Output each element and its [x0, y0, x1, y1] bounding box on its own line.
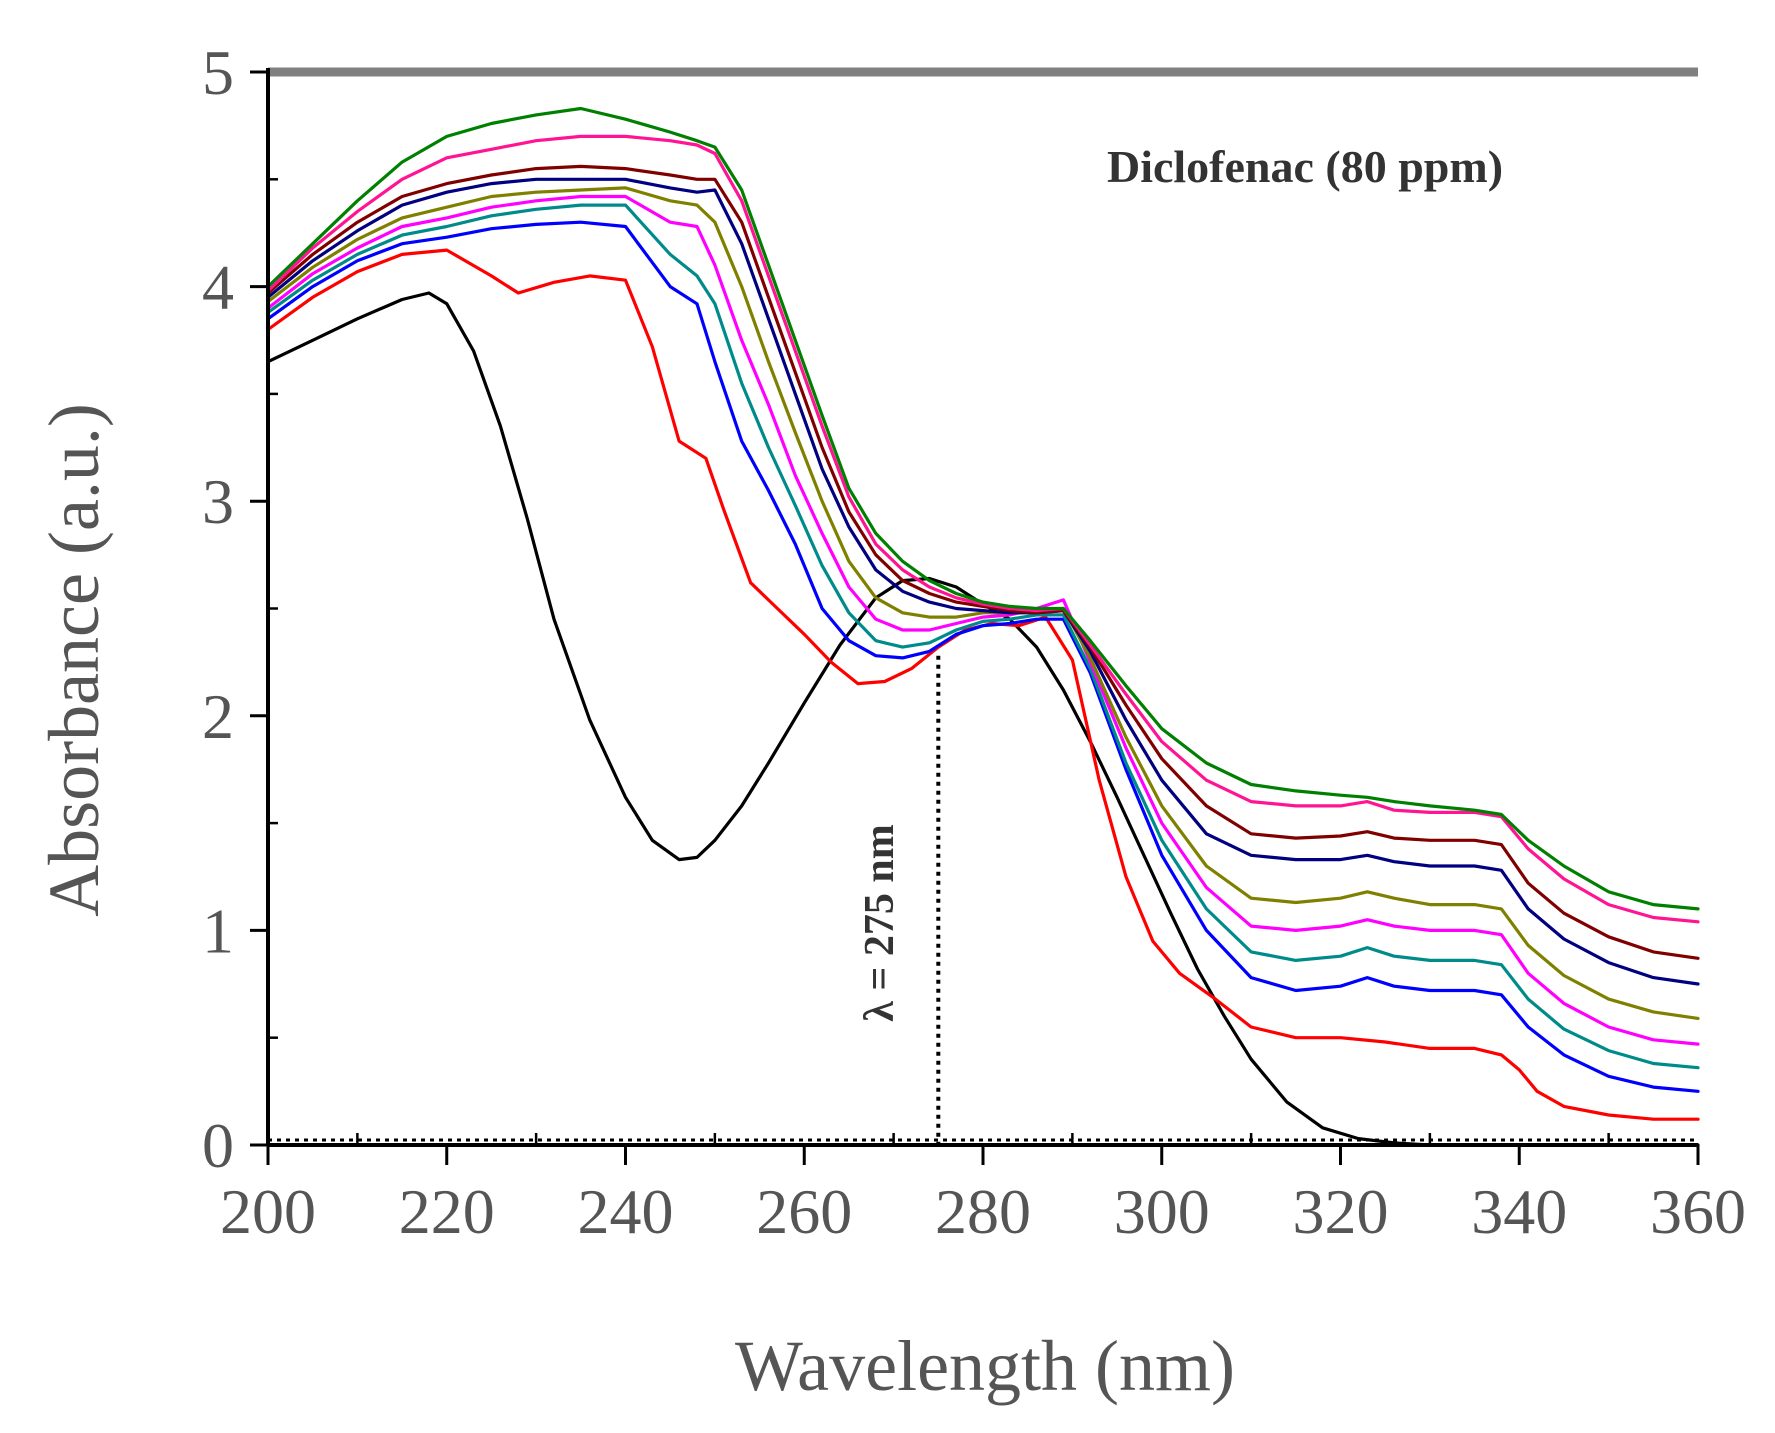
- x-tick-label-260: 260: [756, 1176, 852, 1247]
- y-axis-title: Absorbance (a.u.): [34, 403, 114, 917]
- x-tick-label-300: 300: [1114, 1176, 1210, 1247]
- series-line-blue: [266, 220, 1700, 1093]
- isosbestic-wavelength-label: λ = 275 nm: [857, 824, 903, 1021]
- series-line-teal: [266, 203, 1700, 1070]
- y-tick-label-5: 5: [202, 37, 234, 108]
- series-line-magenta: [266, 194, 1700, 1046]
- series-line-maroon: [266, 164, 1700, 960]
- y-tick-label-4: 4: [202, 252, 234, 323]
- x-tick-label-360: 360: [1650, 1176, 1746, 1247]
- series-line-black: [266, 291, 1700, 1147]
- x-axis-title: Wavelength (nm): [735, 1326, 1235, 1406]
- annotation-group: [268, 655, 1698, 1145]
- x-tick-label-320: 320: [1293, 1176, 1389, 1247]
- x-tick-label-340: 340: [1471, 1176, 1567, 1247]
- x-tick-label-280: 280: [935, 1176, 1031, 1247]
- y-tick-label-0: 0: [202, 1110, 234, 1181]
- series-line-green: [266, 106, 1700, 911]
- x-tick-label-240: 240: [578, 1176, 674, 1247]
- x-tick-label-200: 200: [220, 1176, 316, 1247]
- plot-series-group: [266, 106, 1700, 1147]
- y-tick-label-2: 2: [202, 681, 234, 752]
- chart-annotation-title: Diclofenac (80 ppm): [1107, 141, 1503, 192]
- series-line-olive: [266, 186, 1700, 1021]
- series-line-navy: [266, 177, 1700, 986]
- axes-group: 200 220 240 260 280 300 320 340 360 0 1 2 3 4 5: [202, 37, 1746, 1247]
- y-tick-label-1: 1: [202, 895, 234, 966]
- x-tick-label-220: 220: [399, 1176, 495, 1247]
- y-tick-label-3: 3: [202, 466, 234, 537]
- series-line-pink: [266, 134, 1700, 924]
